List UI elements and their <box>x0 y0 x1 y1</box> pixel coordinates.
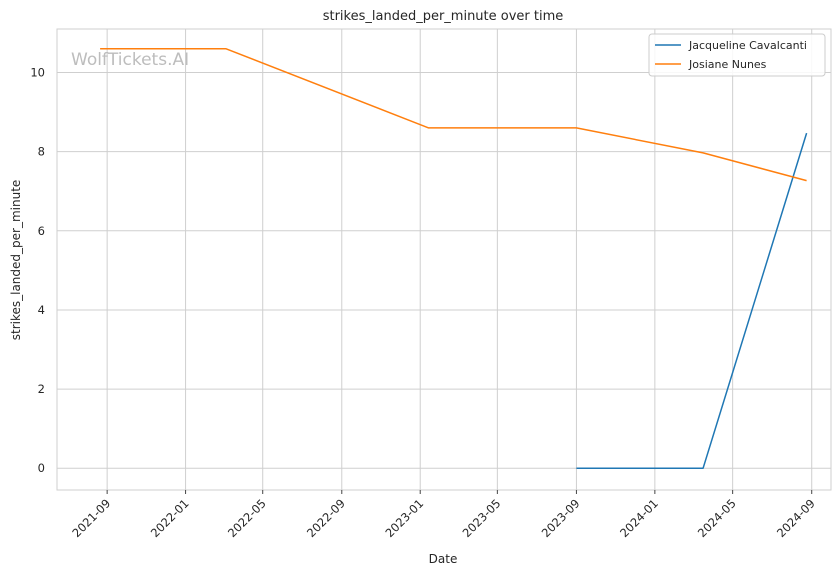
y-tick-label: 4 <box>38 303 45 317</box>
series-line-josiane-nunes <box>100 48 807 182</box>
y-axis-label: strikes_landed_per_minute <box>9 180 23 341</box>
plot-frame <box>56 28 832 491</box>
y-tick-label: 2 <box>38 382 45 396</box>
legend-label-jacqueline-cavalcanti: Jacqueline Cavalcanti <box>688 39 807 52</box>
x-tick-label: 2024-05 <box>695 496 739 540</box>
legend-label-josiane-nunes: Josiane Nunes <box>688 58 767 71</box>
x-tick-label: 2024-09 <box>774 496 818 540</box>
x-tick-label: 2023-01 <box>382 496 426 540</box>
x-tick-label: 2022-09 <box>304 496 348 540</box>
x-axis-label: Date <box>429 552 458 566</box>
series-line-jacqueline-cavalcanti <box>576 132 808 469</box>
grid <box>57 29 831 490</box>
watermark-text: WolfTickets.AI <box>71 50 189 70</box>
y-tick-label: 10 <box>30 66 45 80</box>
y-tick-label: 6 <box>38 224 45 238</box>
x-tick-label: 2023-09 <box>539 496 583 540</box>
series-lines <box>100 48 808 469</box>
y-tick-label: 8 <box>38 145 45 159</box>
y-tick-label: 0 <box>38 461 45 475</box>
x-tick-label: 2022-01 <box>148 496 192 540</box>
chart-title: strikes_landed_per_minute over time <box>323 9 564 24</box>
x-tick-label: 2021-09 <box>69 496 113 540</box>
legend: Jacqueline Cavalcanti Josiane Nunes <box>648 33 826 77</box>
x-tick-label: 2023-05 <box>460 496 504 540</box>
x-tick-label: 2024-01 <box>617 496 661 540</box>
x-tick-label: 2022-05 <box>225 496 269 540</box>
legend-box <box>648 33 826 77</box>
